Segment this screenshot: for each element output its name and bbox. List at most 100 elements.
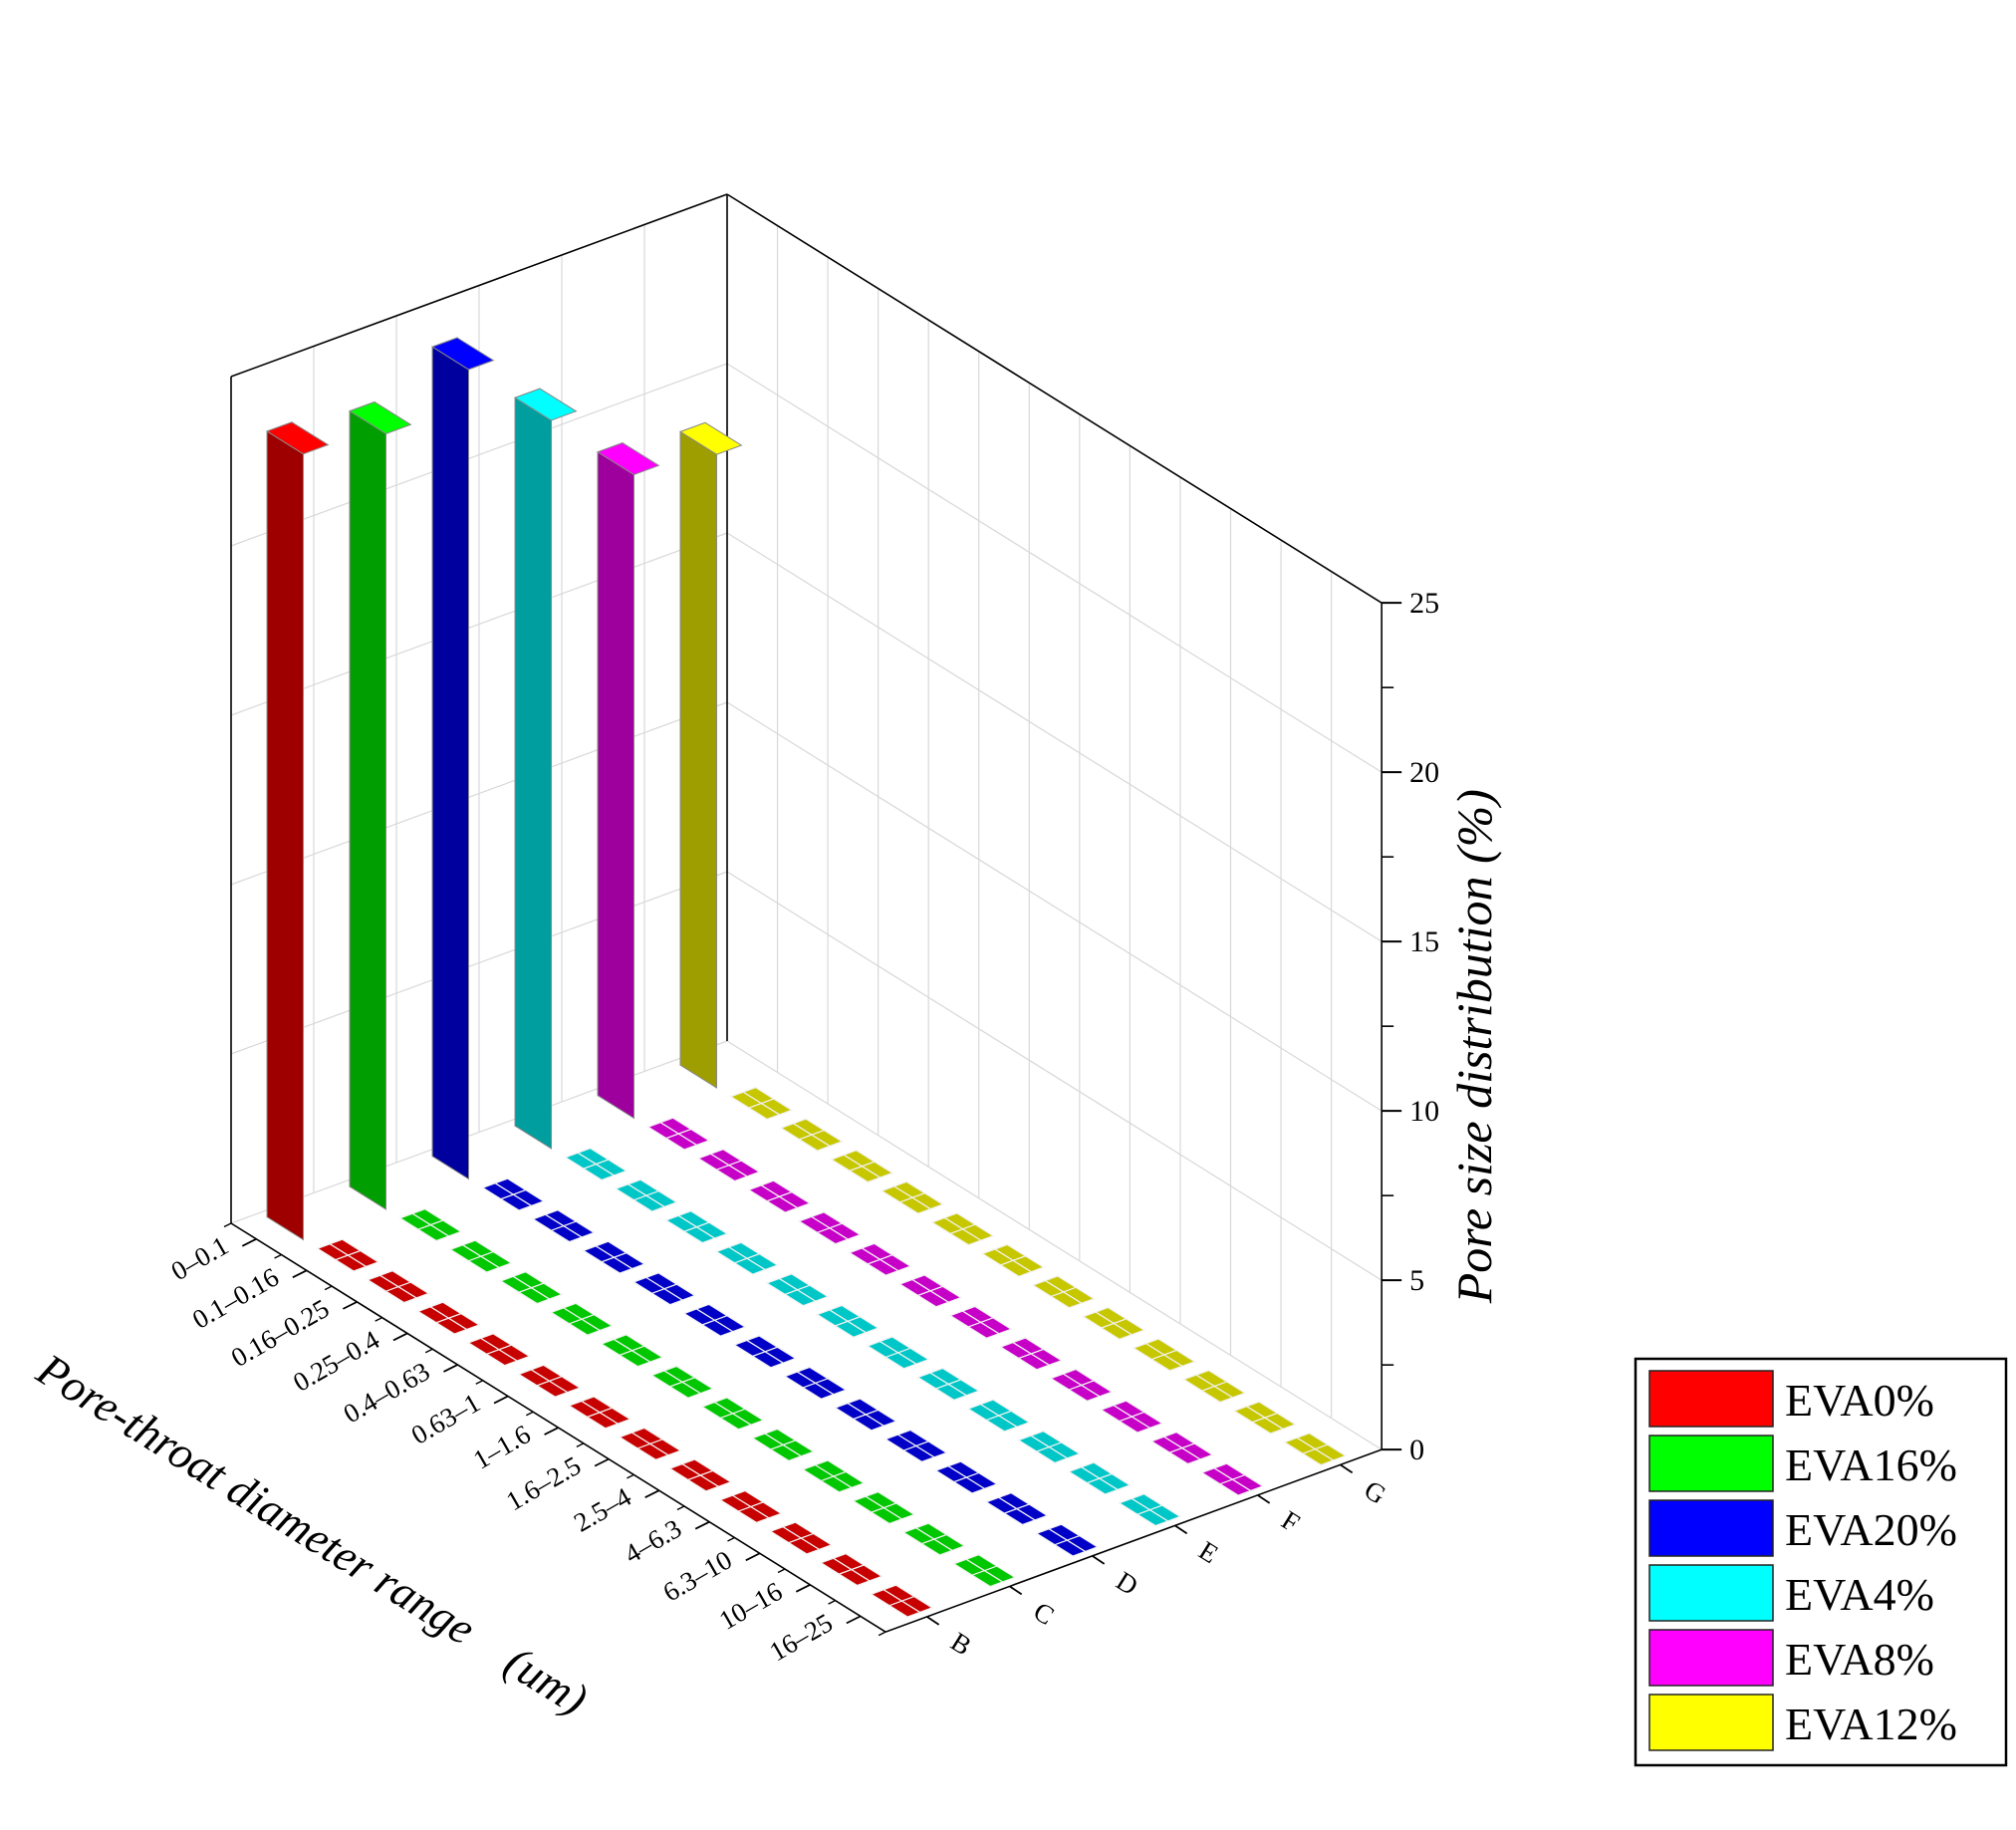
x-minor-tick — [475, 1380, 484, 1385]
bar-EVA20%-7 — [783, 1366, 848, 1401]
bar-EVA0%-6 — [567, 1396, 632, 1430]
bar-top-face — [430, 337, 495, 371]
bar-tile-divider — [1145, 1343, 1183, 1367]
bar-tile-divider — [530, 1369, 569, 1394]
bar-EVA20%-6 — [732, 1335, 798, 1369]
x-minor-tick — [525, 1411, 534, 1417]
bar-tile-divider — [1213, 1467, 1251, 1492]
bar-EVA0%-2 — [366, 1269, 430, 1304]
bar-EVA0%-8 — [668, 1458, 733, 1492]
bar-EVA20%-9 — [883, 1429, 948, 1463]
bar-tile-divider — [329, 1243, 367, 1267]
z-tick-label: 15 — [1409, 925, 1439, 958]
z-tick-label: 5 — [1409, 1264, 1424, 1297]
bar-EVA16%-3 — [499, 1270, 564, 1305]
x-tick-mark — [392, 1332, 408, 1342]
axes-layer — [223, 193, 1402, 1637]
bar-tile-divider — [1063, 1373, 1101, 1398]
bar-EVA4%-9 — [966, 1399, 1031, 1433]
bar-EVA0%-9 — [718, 1489, 783, 1524]
x-tick-label: 10–16 — [714, 1576, 787, 1636]
bar-tile-divider — [512, 1275, 550, 1300]
x-minor-tick — [777, 1568, 786, 1574]
bar-tile-divider — [833, 1557, 871, 1582]
bar-EVA16%-12 — [952, 1553, 1017, 1588]
bar-tile-divider — [411, 1212, 449, 1237]
bar-EVA16%-7 — [700, 1397, 765, 1431]
bar-tile-divider — [581, 1400, 619, 1425]
bar-tile-divider — [998, 1496, 1036, 1521]
bar-EVA4%-2 — [614, 1178, 678, 1212]
bar-EVA20%-0 — [430, 337, 495, 1180]
bar-tile-divider — [742, 1091, 780, 1116]
bar-EVA12%-0 — [678, 421, 743, 1089]
x-minor-tick — [375, 1317, 382, 1322]
x-tick-label: 1–1.6 — [468, 1419, 536, 1474]
bar-front-face — [349, 409, 386, 1210]
bar-EVA4%-0 — [513, 388, 578, 1150]
bar-EVA4%-10 — [1017, 1430, 1082, 1464]
legend-label: EVA4% — [1785, 1569, 1934, 1620]
bar-front-face — [597, 450, 634, 1120]
legend-swatch — [1648, 1564, 1774, 1622]
x-minor-tick — [223, 1222, 232, 1228]
bar-tile-divider — [429, 1306, 467, 1331]
bar-tile-divider — [1012, 1342, 1050, 1366]
bar-tile-divider — [760, 1184, 798, 1209]
grid-layer — [230, 193, 1383, 1450]
bar-EVA12%-1 — [729, 1086, 794, 1121]
bar-top-face — [596, 442, 660, 476]
bar-tile-divider — [965, 1558, 1003, 1583]
x-tick-mark — [241, 1237, 257, 1247]
bar-tile-divider — [728, 1246, 766, 1271]
bar-tile-divider — [1048, 1528, 1086, 1553]
z-tick-label: 10 — [1409, 1095, 1439, 1128]
bar-tile-divider — [659, 1122, 697, 1146]
bar-tile-divider — [880, 1340, 917, 1365]
axis-frame-line — [726, 193, 1383, 604]
x-tick-mark — [292, 1269, 308, 1279]
bar-tile-divider — [628, 1183, 665, 1208]
x-tick-mark — [544, 1427, 559, 1436]
bar-EVA20%-1 — [481, 1177, 546, 1211]
bar-tile-divider — [861, 1247, 899, 1272]
bar-EVA0%-3 — [416, 1301, 481, 1335]
bar-EVA16%-1 — [398, 1207, 463, 1242]
bar-tile-divider — [695, 1308, 734, 1333]
bar-front-face — [266, 429, 304, 1241]
bar-EVA8%-4 — [797, 1211, 863, 1245]
bar-EVA12%-10 — [1182, 1369, 1247, 1404]
bar-EVA0%-7 — [618, 1427, 682, 1461]
bar-EVA8%-3 — [747, 1179, 812, 1213]
depth-tick-label: F — [1276, 1505, 1305, 1538]
bar-tile-divider — [645, 1276, 683, 1301]
bar-EVA20%-8 — [834, 1398, 898, 1432]
x-tick-label: 1.6–2.5 — [501, 1450, 586, 1516]
x-minor-tick — [627, 1473, 634, 1479]
x-tick-label: 2.5–4 — [569, 1481, 636, 1538]
x-tick-mark — [846, 1615, 862, 1625]
z-tick-label: 25 — [1409, 587, 1439, 620]
bar-tile-divider — [1195, 1374, 1233, 1399]
bar-EVA0%-11 — [819, 1552, 883, 1587]
bar-tile-divider — [379, 1274, 417, 1299]
bar-tile-divider — [815, 1464, 853, 1488]
bar-EVA16%-10 — [852, 1490, 916, 1525]
bar-tile-divider — [1095, 1311, 1133, 1336]
x-minor-tick — [878, 1631, 886, 1637]
bar-tile-divider — [811, 1215, 849, 1240]
bar-tile-divider — [943, 1216, 982, 1241]
bar-tile-divider — [1081, 1466, 1119, 1490]
bar-tile-divider — [494, 1182, 532, 1206]
bar-tile-divider — [595, 1245, 632, 1270]
bar-EVA12%-9 — [1132, 1338, 1196, 1372]
depth-tick-mark — [1092, 1555, 1106, 1565]
x-minor-tick — [828, 1599, 836, 1605]
z-tick-label: 0 — [1409, 1434, 1424, 1466]
bar-tile-divider — [915, 1527, 953, 1551]
bar-tile-divider — [681, 1463, 719, 1487]
bar-top-face — [678, 421, 743, 455]
bar-EVA4%-7 — [866, 1336, 930, 1370]
depth-tick-mark — [1009, 1585, 1023, 1596]
bar-EVA4%-5 — [765, 1273, 830, 1307]
